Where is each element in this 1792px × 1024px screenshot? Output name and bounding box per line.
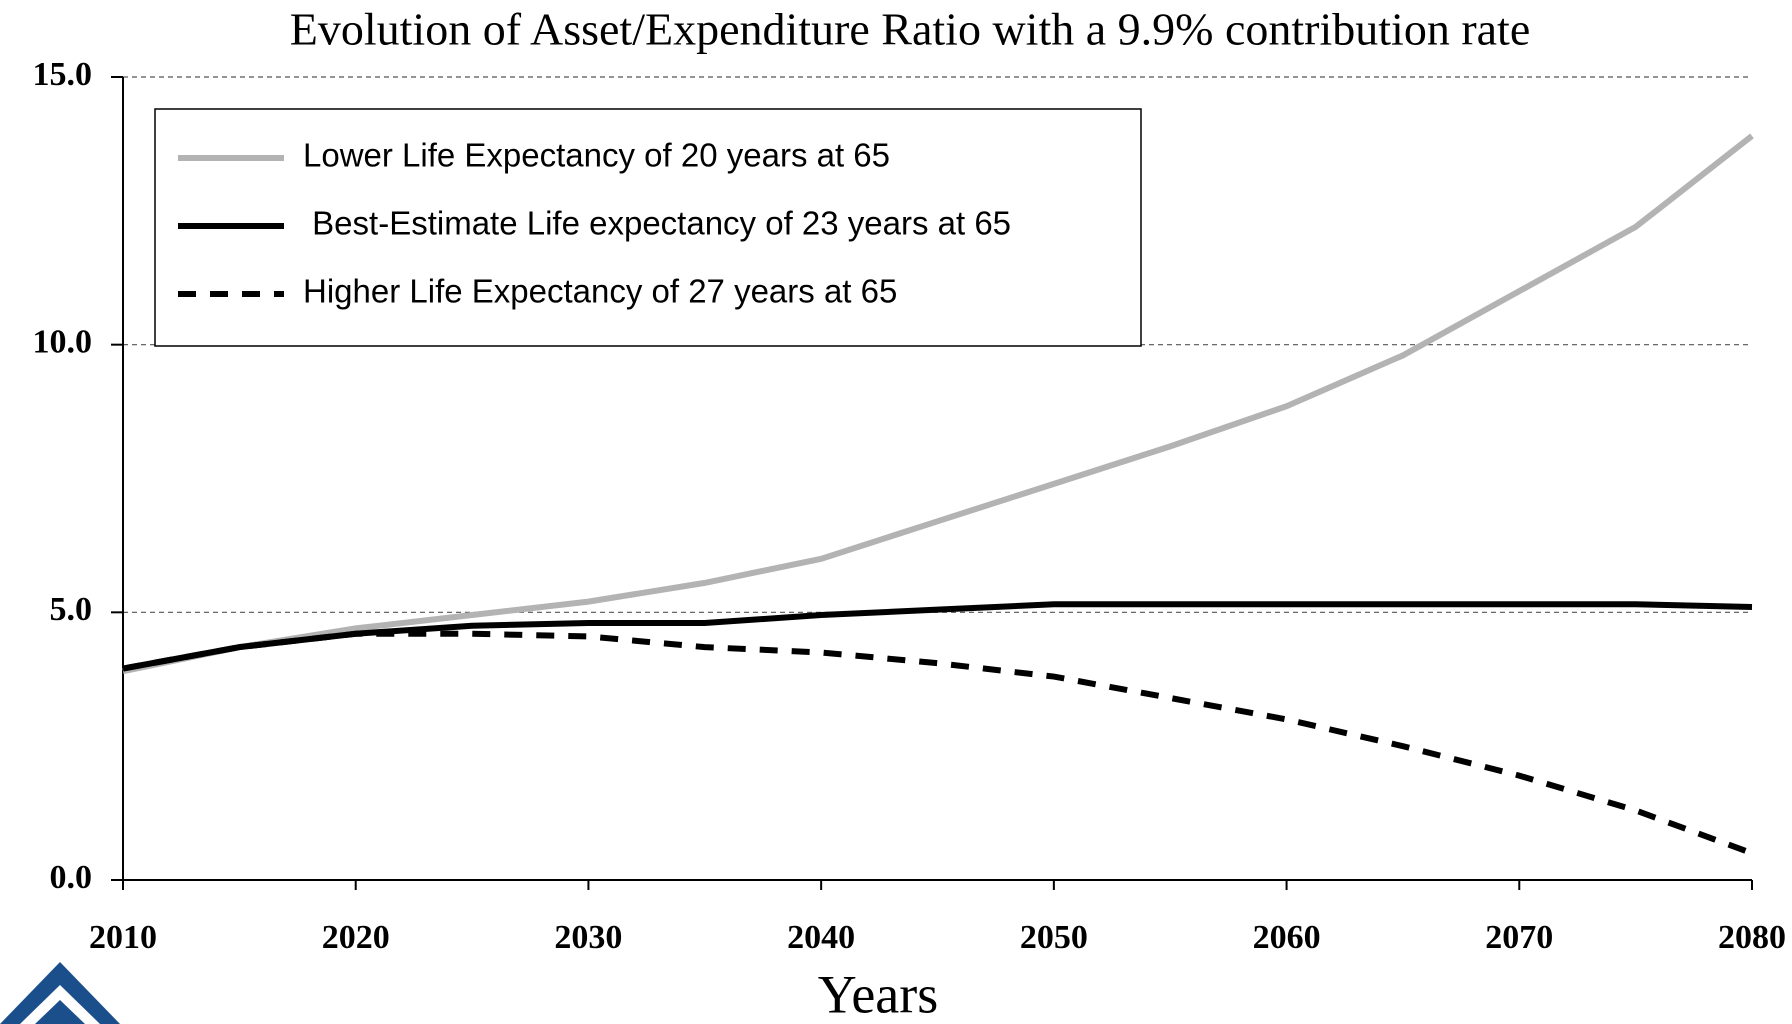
legend-label: Best-Estimate Life expectancy of 23 year… [303, 205, 1011, 242]
y-tick-label: 0.0 [50, 859, 93, 896]
chart-title: Evolution of Asset/Expenditure Ratio wit… [290, 4, 1531, 55]
x-tick-label: 2010 [89, 919, 157, 956]
x-tick-label: 2030 [554, 919, 622, 956]
y-tick-label: 5.0 [50, 591, 93, 628]
y-tick-label: 10.0 [33, 323, 93, 360]
legend-label: Lower Life Expectancy of 20 years at 65 [303, 137, 890, 174]
series-line [122, 601, 1753, 672]
x-axis-label: Years [818, 964, 939, 1024]
logo [0, 962, 120, 1024]
x-tick-label: 2020 [322, 919, 390, 956]
x-tick-label: 2060 [1253, 919, 1321, 956]
x-tick-label: 2070 [1485, 919, 1553, 956]
series-line [122, 630, 1754, 857]
x-tick-label: 2080 [1718, 919, 1786, 956]
x-tick-label: 2050 [1020, 919, 1088, 956]
series-line [122, 133, 1754, 675]
legend-label: Higher Life Expectancy of 27 years at 65 [303, 273, 897, 310]
y-tick-label: 15.0 [33, 56, 93, 93]
x-tick-label: 2040 [787, 919, 855, 956]
legend-box [154, 108, 1142, 347]
